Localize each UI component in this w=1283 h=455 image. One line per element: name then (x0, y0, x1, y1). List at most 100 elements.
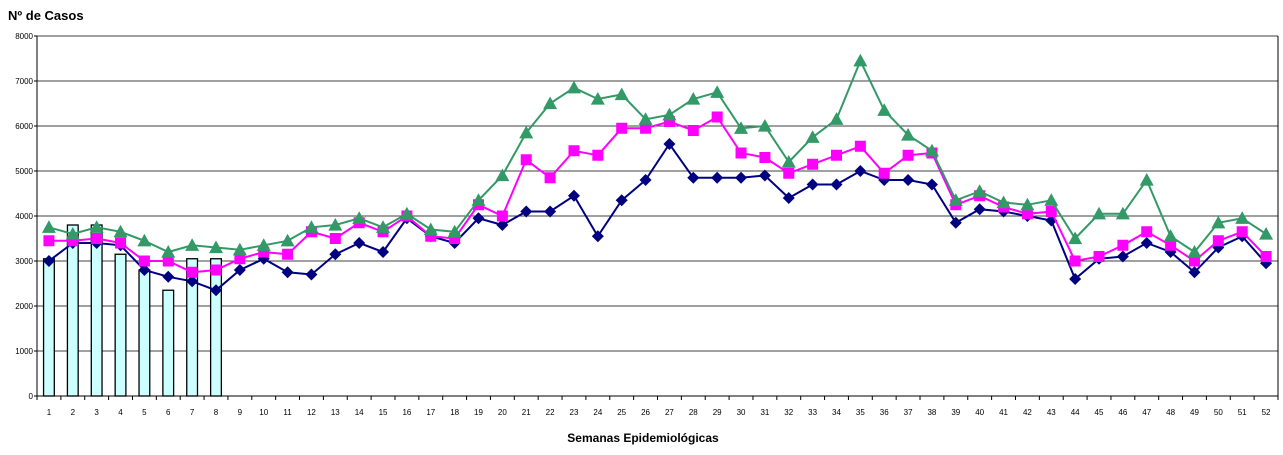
point-week-49 (1187, 245, 1202, 258)
x-tick-label: 22 (546, 408, 555, 417)
x-tick-label: 43 (1047, 408, 1056, 417)
x-tick-labels: 1 2 3 4 5 6 7 8 9 10 11 12 13 14 15 16 17 18 19 20 21 22 23 24 2… (47, 408, 1271, 417)
x-tick-label: 35 (856, 408, 865, 417)
point-week-42 (1021, 208, 1033, 220)
x-tick-label: 9 (238, 408, 243, 417)
bar-week-8 (209, 258, 223, 397)
point-week-44 (1069, 273, 1082, 285)
point-week-11 (281, 266, 294, 279)
x-tick-label: 11 (283, 408, 292, 417)
point-week-9 (233, 264, 246, 276)
x-tick-label: 40 (975, 408, 984, 417)
point-week-36 (878, 167, 890, 179)
x-tick-label: 33 (808, 408, 817, 417)
bar-week-5 (138, 269, 151, 397)
point-week-12 (305, 268, 318, 281)
point-week-30 (734, 121, 749, 134)
point-week-43 (1045, 206, 1057, 217)
point-week-26 (638, 112, 653, 125)
line-series-2 (43, 111, 1272, 278)
point-week-37 (902, 149, 914, 161)
point-week-51 (1235, 211, 1250, 224)
point-week-46 (1117, 239, 1129, 251)
point-week-13 (328, 218, 343, 231)
x-tick-label: 18 (450, 408, 459, 417)
x-axis-title: Semanas Epidemiológicas (567, 431, 719, 445)
x-tick-label: 47 (1142, 408, 1151, 417)
point-week-46 (1116, 250, 1129, 263)
x-tick-label: 51 (1238, 408, 1247, 417)
y-tick-label: 2000 (15, 302, 33, 311)
x-tick-label: 24 (593, 408, 602, 417)
point-week-6 (161, 245, 176, 258)
point-week-25 (615, 194, 628, 207)
point-week-3 (91, 233, 103, 244)
point-week-51 (1236, 226, 1248, 238)
point-week-30 (735, 147, 747, 159)
x-tick-label: 13 (331, 408, 340, 417)
x-tick-label: 31 (760, 408, 769, 417)
x-tick-label: 26 (641, 408, 650, 417)
point-week-7 (186, 275, 199, 288)
point-week-46 (1115, 206, 1130, 220)
point-week-38 (925, 178, 938, 191)
point-week-22 (544, 172, 556, 184)
point-week-14 (352, 211, 367, 224)
x-tick-label: 25 (617, 408, 626, 417)
point-week-8 (210, 264, 222, 276)
point-week-33 (805, 130, 820, 143)
point-week-50 (1211, 215, 1226, 229)
point-week-27 (663, 116, 675, 127)
x-tick-label: 8 (214, 408, 219, 417)
point-week-21 (519, 125, 534, 139)
x-tick-label: 38 (927, 408, 936, 417)
point-week-16 (399, 206, 414, 220)
point-week-11 (280, 233, 295, 247)
point-week-6 (162, 255, 174, 267)
point-week-35 (853, 53, 868, 67)
point-week-27 (662, 107, 677, 121)
x-tick-label: 44 (1071, 408, 1080, 417)
point-week-1 (43, 235, 55, 247)
gridlines (37, 35, 1278, 397)
point-week-15 (376, 220, 391, 233)
point-week-47 (1140, 237, 1153, 249)
x-tick-label: 30 (737, 408, 746, 417)
point-week-37 (902, 174, 915, 186)
point-week-11 (282, 248, 294, 260)
point-week-52 (1259, 227, 1274, 240)
point-week-17 (423, 222, 438, 236)
point-week-44 (1068, 231, 1083, 245)
point-week-18 (449, 233, 461, 244)
point-week-34 (829, 112, 844, 125)
point-week-31 (759, 152, 771, 163)
point-week-9 (234, 253, 246, 265)
point-week-34 (830, 178, 843, 191)
point-week-49 (1188, 255, 1200, 267)
series-line (48, 142, 1267, 292)
line-series-1 (42, 138, 1273, 297)
point-week-13 (329, 233, 341, 244)
point-week-47 (1139, 173, 1154, 186)
x-tick-label: 28 (689, 408, 698, 417)
x-tick-label: 36 (880, 408, 889, 417)
line-series-3 (41, 53, 1274, 258)
y-axis-title: Nº de Casos (8, 8, 84, 23)
point-week-45 (1092, 206, 1107, 220)
point-week-20 (496, 210, 508, 222)
point-week-29 (710, 85, 725, 98)
point-week-24 (592, 149, 604, 161)
point-week-28 (686, 92, 701, 105)
bar-week-3 (90, 224, 103, 397)
bar-week-4 (114, 253, 127, 397)
point-week-42 (1020, 197, 1035, 211)
point-week-30 (735, 171, 748, 184)
point-week-43 (1044, 193, 1059, 206)
y-tick-label: 8000 (15, 32, 33, 41)
x-tick-label: 52 (1262, 408, 1271, 417)
point-week-20 (496, 219, 509, 231)
x-tick-label: 37 (904, 408, 913, 417)
point-week-10 (258, 246, 270, 258)
point-week-48 (1165, 239, 1177, 251)
